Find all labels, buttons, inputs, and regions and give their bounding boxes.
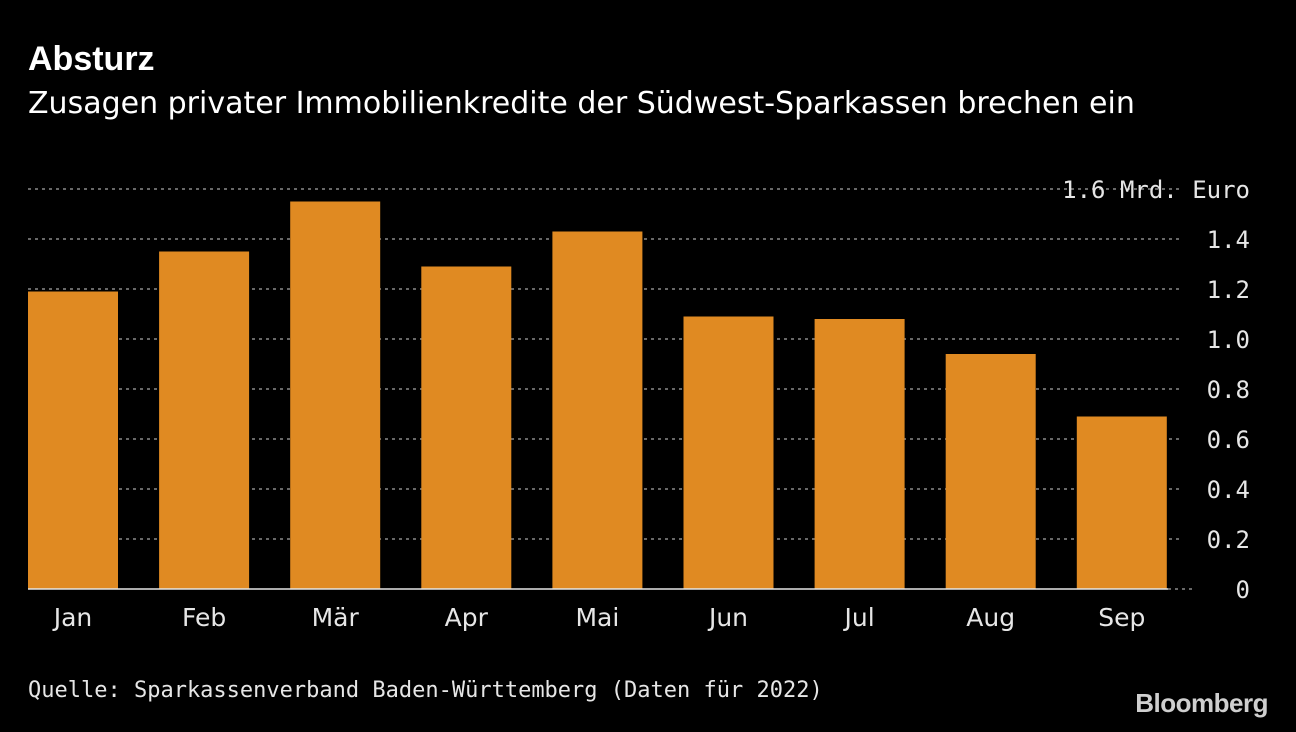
bar-feb (159, 251, 250, 589)
bar-aug (945, 354, 1036, 589)
x-tick-label: Jul (843, 603, 875, 632)
y-tick-label: 1.2 (1207, 276, 1250, 304)
y-tick-label: 1.6 Mrd. Euro (1062, 176, 1250, 204)
x-category-labels: Jan Feb Mär Apr Mai Jun Jul Aug Sep (52, 603, 1146, 632)
bars (28, 201, 1167, 589)
y-tick-labels: 0 0.2 0.4 0.6 0.8 1.0 1.2 1.4 1.6 Mrd. Euro (1062, 176, 1250, 604)
x-tick-label: Jun (707, 603, 748, 632)
bar-mär (290, 201, 381, 589)
chart-subtitle: Zusagen privater Immobilienkredite der S… (28, 86, 1135, 121)
bloomberg-logo: Bloomberg (1135, 688, 1268, 718)
bar-jan (28, 291, 118, 589)
x-tick-label: Apr (445, 603, 489, 632)
chart-title: Absturz (28, 40, 155, 78)
source-note: Quelle: Sparkassenverband Baden-Württemb… (28, 678, 823, 703)
bar-mai (552, 231, 643, 589)
y-tick-label: 0.4 (1207, 476, 1250, 504)
y-tick-label: 0.8 (1207, 376, 1250, 404)
x-tick-label: Mär (312, 603, 360, 632)
x-tick-label: Feb (182, 603, 226, 632)
bar-jul (814, 319, 905, 589)
y-tick-label: 0 (1236, 576, 1250, 604)
x-tick-label: Sep (1098, 603, 1145, 632)
bar-jun (683, 316, 774, 589)
x-tick-label: Jan (52, 603, 93, 632)
y-tick-label: 1.0 (1207, 326, 1250, 354)
bar-sep (1076, 416, 1167, 589)
x-tick-label: Aug (966, 603, 1015, 632)
x-tick-label: Mai (575, 603, 619, 632)
y-tick-label: 0.2 (1207, 526, 1250, 554)
y-tick-label: 1.4 (1207, 226, 1250, 254)
y-tick-label: 0.6 (1207, 426, 1250, 454)
bar-apr (421, 266, 512, 589)
